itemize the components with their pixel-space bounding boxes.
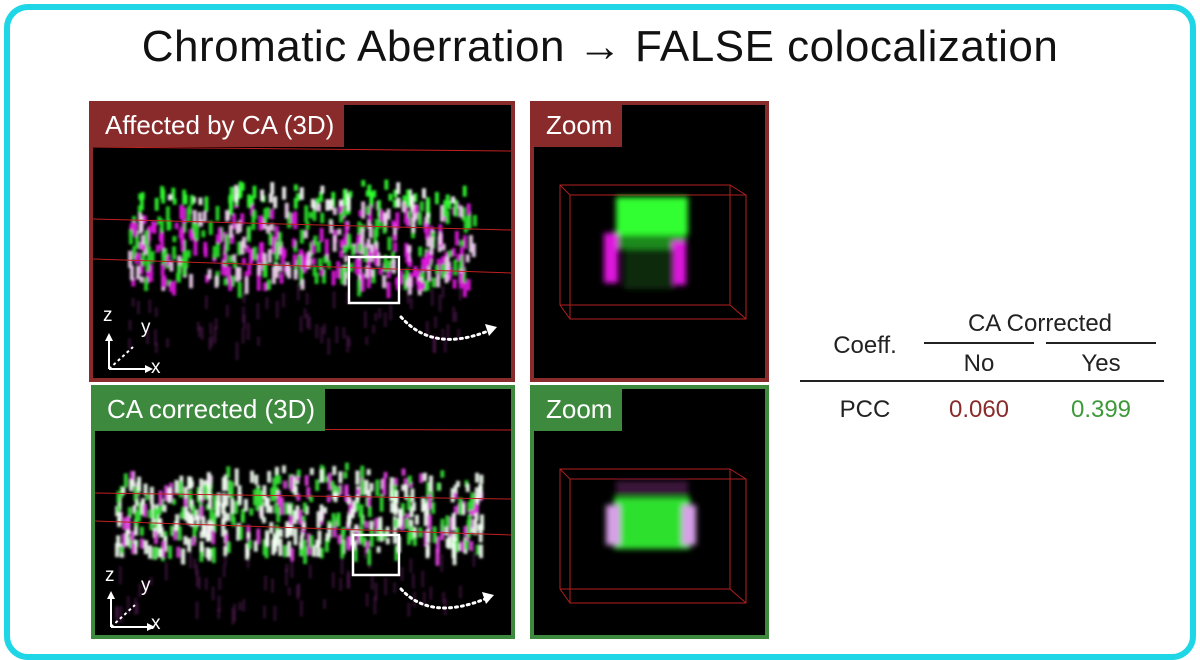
zoom-signal [606,481,696,549]
affected-zoom-label: Zoom [534,105,623,147]
cell-signal-cloud [128,179,477,361]
corrected-zoom-panel: Zoom [530,385,769,639]
affected-3d-panel: Affected by CA (3D) z y x [89,101,515,382]
zoom-arrow [399,315,490,341]
group-underline-no [924,342,1034,344]
axis-x-label: x [151,613,161,634]
value-yes: 0.399 [1070,396,1132,423]
arrowhead-icon [482,592,494,604]
axis-z-label: z [105,565,115,586]
axis-y-label: y [141,575,151,596]
xyz-axes-icon [108,339,147,370]
zoom-arrow [399,587,487,610]
affected-3d-label: Affected by CA (3D) [93,105,345,147]
roi-box [351,533,401,577]
zoom-bounding-box [559,184,747,320]
col-no-header: No [963,350,995,377]
xyz-axes-icon [110,597,149,628]
roi-box [347,255,401,305]
axis-z-label: z [103,305,113,326]
row-label-pcc: PCC [839,396,891,423]
arrowhead-icon [485,324,497,336]
slide-title: Chromatic Aberration → FALSE colocalizat… [141,22,1059,71]
header-rule [800,380,1164,382]
corrected-3d-image [95,428,511,631]
axis-x-label: x [151,357,161,378]
col-yes-header: Yes [1081,350,1121,377]
group-header: CA Corrected [967,310,1113,337]
affected-3d-image [93,146,511,373]
row-header: Coeff. [833,332,897,359]
axis-y-label: y [141,317,151,338]
affected-zoom-image [559,184,747,320]
cell-signal-cloud [115,462,484,625]
corrected-3d-panel: CA corrected (3D) z y x [91,385,515,639]
corrected-zoom-image [559,468,747,604]
zoom-bounding-box [559,468,747,604]
corrected-3d-label: CA corrected (3D) [95,389,326,431]
group-underline-yes [1046,342,1156,344]
corrected-zoom-label: Zoom [534,389,623,431]
affected-zoom-panel: Zoom [530,101,769,382]
value-no: 0.060 [948,396,1010,423]
zoom-signal [604,197,688,289]
